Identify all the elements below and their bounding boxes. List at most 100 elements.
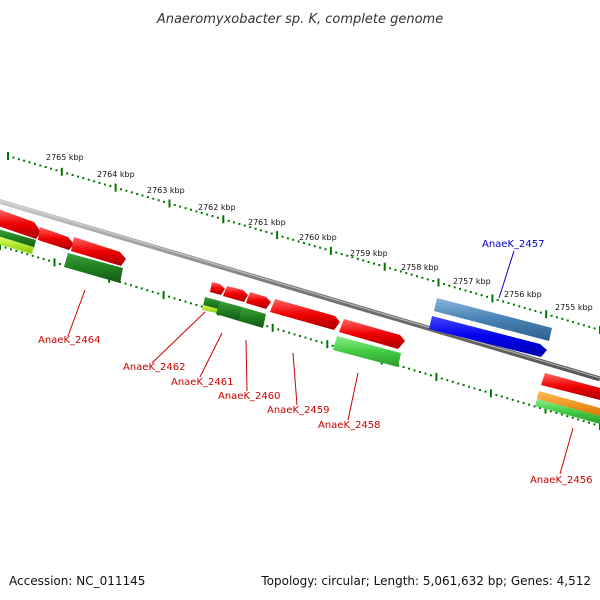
scale-dot: [331, 344, 334, 347]
gene-label[interactable]: AnaeK_2464: [38, 335, 100, 346]
scale-dot: [378, 264, 381, 267]
leader-line: [67, 289, 86, 337]
gene-arrow[interactable]: [71, 237, 126, 266]
scale-dot: [173, 204, 176, 206]
gene-label[interactable]: AnaeK_2459: [267, 405, 329, 416]
scale-dot: [4, 246, 7, 249]
scale-labels: 2765 kbp 2764 kbp 2763 kbp 2762 kbp 2761…: [46, 153, 593, 312]
scale-tick: [162, 291, 165, 300]
scale-dot: [389, 267, 392, 270]
scale-label: 2759 kbp: [350, 249, 388, 258]
scale-dot: [534, 310, 537, 312]
gene-arrow[interactable]: [541, 373, 600, 400]
scale-dot: [572, 321, 575, 324]
scale-dot: [277, 328, 280, 331]
scale-dot: [453, 286, 456, 289]
scale-dot: [211, 215, 214, 218]
scale-dot: [410, 273, 413, 276]
scale-dot: [446, 379, 449, 382]
scale-dot: [42, 258, 45, 261]
gene-label[interactable]: AnaeK_2458: [318, 420, 380, 431]
scale-dot: [440, 377, 443, 380]
feature-block[interactable]: [535, 399, 600, 424]
scale-dot: [555, 316, 558, 319]
scale-dot: [419, 371, 421, 373]
scale-dot: [405, 272, 408, 275]
gene-arrow[interactable]: [339, 319, 405, 349]
gene-arrow[interactable]: [223, 286, 248, 302]
feature-block[interactable]: [64, 253, 123, 283]
gene-label[interactable]: AnaeK_2460: [218, 391, 280, 402]
leader-line: [292, 352, 298, 406]
scale-dot: [421, 276, 424, 279]
scale-dot: [17, 158, 20, 161]
scale-dot: [109, 185, 112, 188]
scale-dot: [561, 317, 564, 320]
feature-block[interactable]: [202, 305, 219, 313]
feature-block[interactable]: [537, 391, 600, 416]
scale-dot: [184, 300, 187, 303]
scale-dot: [496, 298, 499, 301]
feature-block[interactable]: [0, 236, 34, 254]
scale-dot: [266, 325, 269, 328]
scale-tick: [329, 246, 332, 255]
scale-dot: [146, 289, 149, 292]
gene-label[interactable]: AnaeK_2457: [482, 239, 544, 250]
scale-dot: [588, 421, 591, 424]
gene-label[interactable]: AnaeK_2462: [123, 362, 185, 373]
feature-block[interactable]: [216, 301, 242, 321]
scale-dot: [582, 324, 585, 327]
scale-dot: [459, 287, 462, 290]
scale-dot: [315, 339, 318, 342]
scale-dot: [15, 249, 18, 252]
gene-arrow[interactable]: [429, 316, 547, 357]
feature-block[interactable]: [333, 336, 401, 367]
scale-dot: [309, 338, 312, 341]
scale-dot: [66, 172, 69, 175]
feature-block[interactable]: [0, 229, 36, 248]
scale-dot: [320, 341, 323, 344]
scale-dot: [163, 200, 166, 203]
gene-arrow[interactable]: [270, 299, 340, 330]
scale-dot: [408, 367, 411, 370]
scale-dot: [103, 183, 106, 186]
gene-label[interactable]: AnaeK_2456: [530, 475, 592, 486]
scale-dot: [394, 268, 397, 271]
scale-dot: [129, 284, 132, 287]
gene-arrow[interactable]: [38, 227, 74, 250]
scale-dot: [249, 226, 252, 229]
gene-arrow[interactable]: [246, 292, 271, 309]
gene-label[interactable]: AnaeK_2461: [171, 377, 233, 388]
scale-dot: [299, 335, 301, 337]
scale-dot: [152, 197, 155, 200]
gene-arrow[interactable]: [434, 298, 552, 341]
scale-dot: [340, 253, 343, 256]
scale-tick: [489, 389, 492, 398]
scale-dot: [259, 229, 262, 232]
scale-dot: [282, 330, 285, 333]
scale-dot: [125, 189, 128, 192]
scale-tick: [545, 310, 548, 319]
genome-backbone: [0, 198, 600, 382]
scale-dot: [577, 418, 580, 421]
scale-dot: [582, 420, 585, 423]
scale-tick: [0, 242, 1, 250]
scale-dot: [566, 415, 569, 418]
feature-block[interactable]: [239, 307, 266, 328]
scale-dot: [120, 188, 122, 191]
scale-dot: [44, 166, 47, 169]
scale-dot: [308, 243, 311, 246]
scale-dot: [168, 295, 171, 298]
scale-dot: [82, 177, 85, 180]
scale-dot: [533, 405, 536, 408]
scale-dot: [473, 387, 476, 390]
scale-dot: [48, 259, 51, 262]
scale-dot: [254, 227, 257, 230]
scale-dot: [303, 242, 305, 244]
scale-dot: [179, 299, 181, 301]
scale-dot: [539, 407, 541, 409]
gene-arrow[interactable]: [0, 209, 41, 239]
scale-label: 2758 kbp: [401, 263, 439, 272]
forward-strand-genes: [0, 209, 600, 400]
gene-arrow[interactable]: [210, 282, 225, 295]
